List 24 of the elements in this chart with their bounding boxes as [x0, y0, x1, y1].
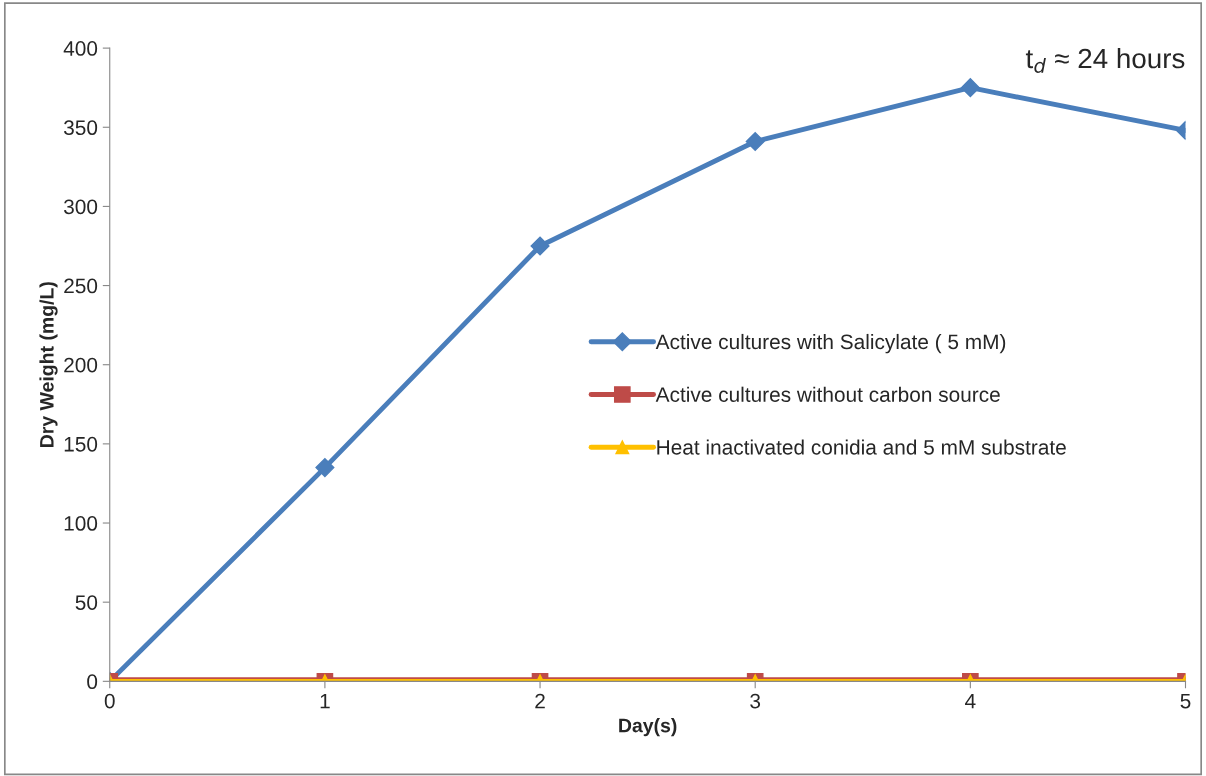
- x-tick-label: 3: [750, 693, 761, 709]
- y-axis-title: Dry Weight (mg/L): [39, 282, 58, 447]
- legend-label: Active cultures without carbon source: [655, 386, 1000, 402]
- y-tick-label: 250: [64, 278, 98, 294]
- y-tick-label: 400: [63, 41, 98, 56]
- y-tick-label: 300: [63, 199, 98, 215]
- legend-label: Active cultures with Salicylate ( 5 mM): [655, 333, 1006, 354]
- x-tick-label: 0: [104, 693, 115, 709]
- y-tick-label: 0: [87, 674, 98, 690]
- x-axis-title: Day(s): [619, 718, 677, 737]
- y-tick-label: 200: [64, 357, 98, 373]
- x-tick-label: 5: [1180, 693, 1191, 709]
- annotation: t$_{d}$ ≈ 24 hours: [1025, 47, 1185, 73]
- x-tick-label: 2: [535, 693, 545, 709]
- point: [530, 236, 550, 256]
- y-tick-label: 150: [64, 436, 98, 452]
- y-tick-label: 350: [63, 120, 98, 136]
- point: [960, 78, 980, 98]
- x-tick-label: 1: [320, 693, 330, 709]
- point: [745, 131, 765, 152]
- legend-label: Heat inactivated conidia and 5 mM substrate: [657, 439, 1066, 455]
- y-tick-label: 100: [64, 516, 98, 531]
- x-tick-label: 4: [965, 693, 976, 709]
- y-tick-label: 50: [75, 595, 98, 610]
